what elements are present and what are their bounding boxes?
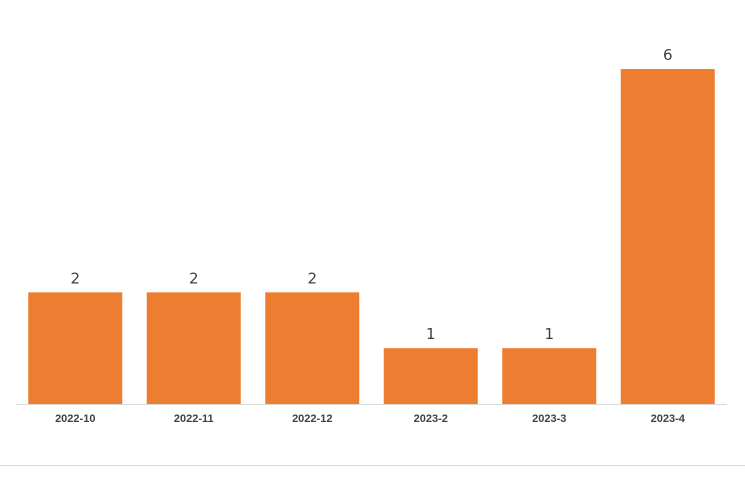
bar-2023-3	[502, 348, 597, 404]
x-tick-label-2022-10: 2022-10	[55, 413, 95, 425]
footer-divider	[0, 465, 745, 466]
bar-2023-2	[383, 348, 478, 404]
data-label-2022-11: 2	[189, 269, 199, 287]
data-labels: 2 2 2 1 1 6	[70, 46, 672, 343]
bar-series	[28, 69, 715, 404]
x-tick-label-2022-12: 2022-12	[292, 413, 332, 425]
bar-2023-4	[620, 69, 715, 404]
x-tick-label-2023-3: 2023-3	[532, 413, 566, 425]
bar-2022-10	[28, 292, 123, 404]
data-label-2022-12: 2	[307, 269, 317, 287]
x-tick-label-2023-4: 2023-4	[651, 413, 686, 425]
x-tick-label-2022-11: 2022-11	[174, 413, 214, 425]
bar-2022-11	[146, 292, 241, 404]
data-label-2023-4: 6	[663, 46, 673, 64]
data-label-2022-10: 2	[70, 269, 80, 287]
x-axis-tick-labels: 2022-10 2022-11 2022-12 2023-2 2023-3 2023-4	[55, 413, 686, 425]
bar-2022-12	[265, 292, 360, 404]
data-label-2023-3: 1	[544, 325, 554, 343]
data-label-2023-2: 1	[426, 325, 436, 343]
x-tick-label-2023-2: 2023-2	[414, 413, 448, 425]
